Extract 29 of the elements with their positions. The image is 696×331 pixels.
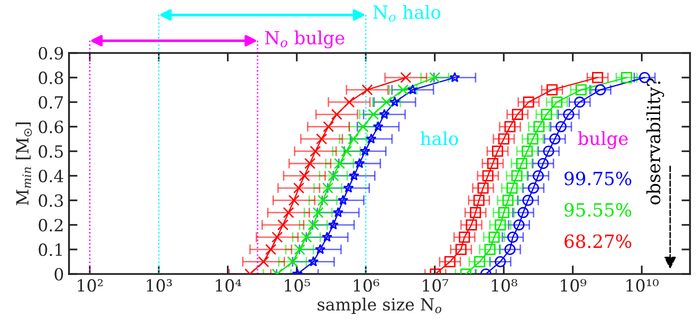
y-tick-label: 0.1 — [38, 243, 62, 256]
annotation: observability? — [646, 78, 664, 204]
x-tick-label: 10² — [78, 279, 103, 292]
y-tick-label: 0 — [54, 268, 64, 281]
y-tick-label: 0.9 — [38, 46, 64, 60]
y-tick-label: 0.2 — [38, 218, 63, 232]
x-tick-label: 10⁵ — [284, 279, 310, 292]
x-axis-title: sample size N$_{o}$ — [318, 298, 442, 314]
x-tick-label: 10⁹ — [560, 279, 586, 292]
x-tick-label: 10¹⁰ — [626, 279, 659, 292]
text: 95.55% — [564, 203, 632, 217]
x-tick-label: 10⁸ — [492, 279, 518, 292]
y-axis-title: M$_{min}$ [M$_{☉}$] — [16, 122, 32, 206]
x-tick-label: 10⁷ — [422, 279, 448, 292]
y-tick-label: 0.7 — [38, 96, 63, 109]
x-tick-label: 10⁴ — [216, 279, 242, 292]
y-tick-label: 0.4 — [38, 170, 64, 182]
y-tick-label: 0.5 — [38, 145, 63, 158]
y-tick-label: 0.6 — [38, 120, 64, 134]
series-label: 99.75% — [564, 172, 632, 186]
text: 68.27% — [564, 234, 632, 248]
annotation: halo — [420, 131, 458, 146]
annotation: bulge — [578, 131, 628, 149]
ref-line-label: N$_{o}$ halo — [373, 4, 440, 22]
ref-line-label: N$_{o}$ bulge — [265, 30, 344, 48]
x-tick-label: 10⁶ — [354, 279, 380, 292]
y-tick-label: 0.8 — [38, 72, 64, 84]
x-tick-label: 10³ — [146, 279, 172, 292]
y-tick-label: 0.3 — [38, 194, 63, 207]
